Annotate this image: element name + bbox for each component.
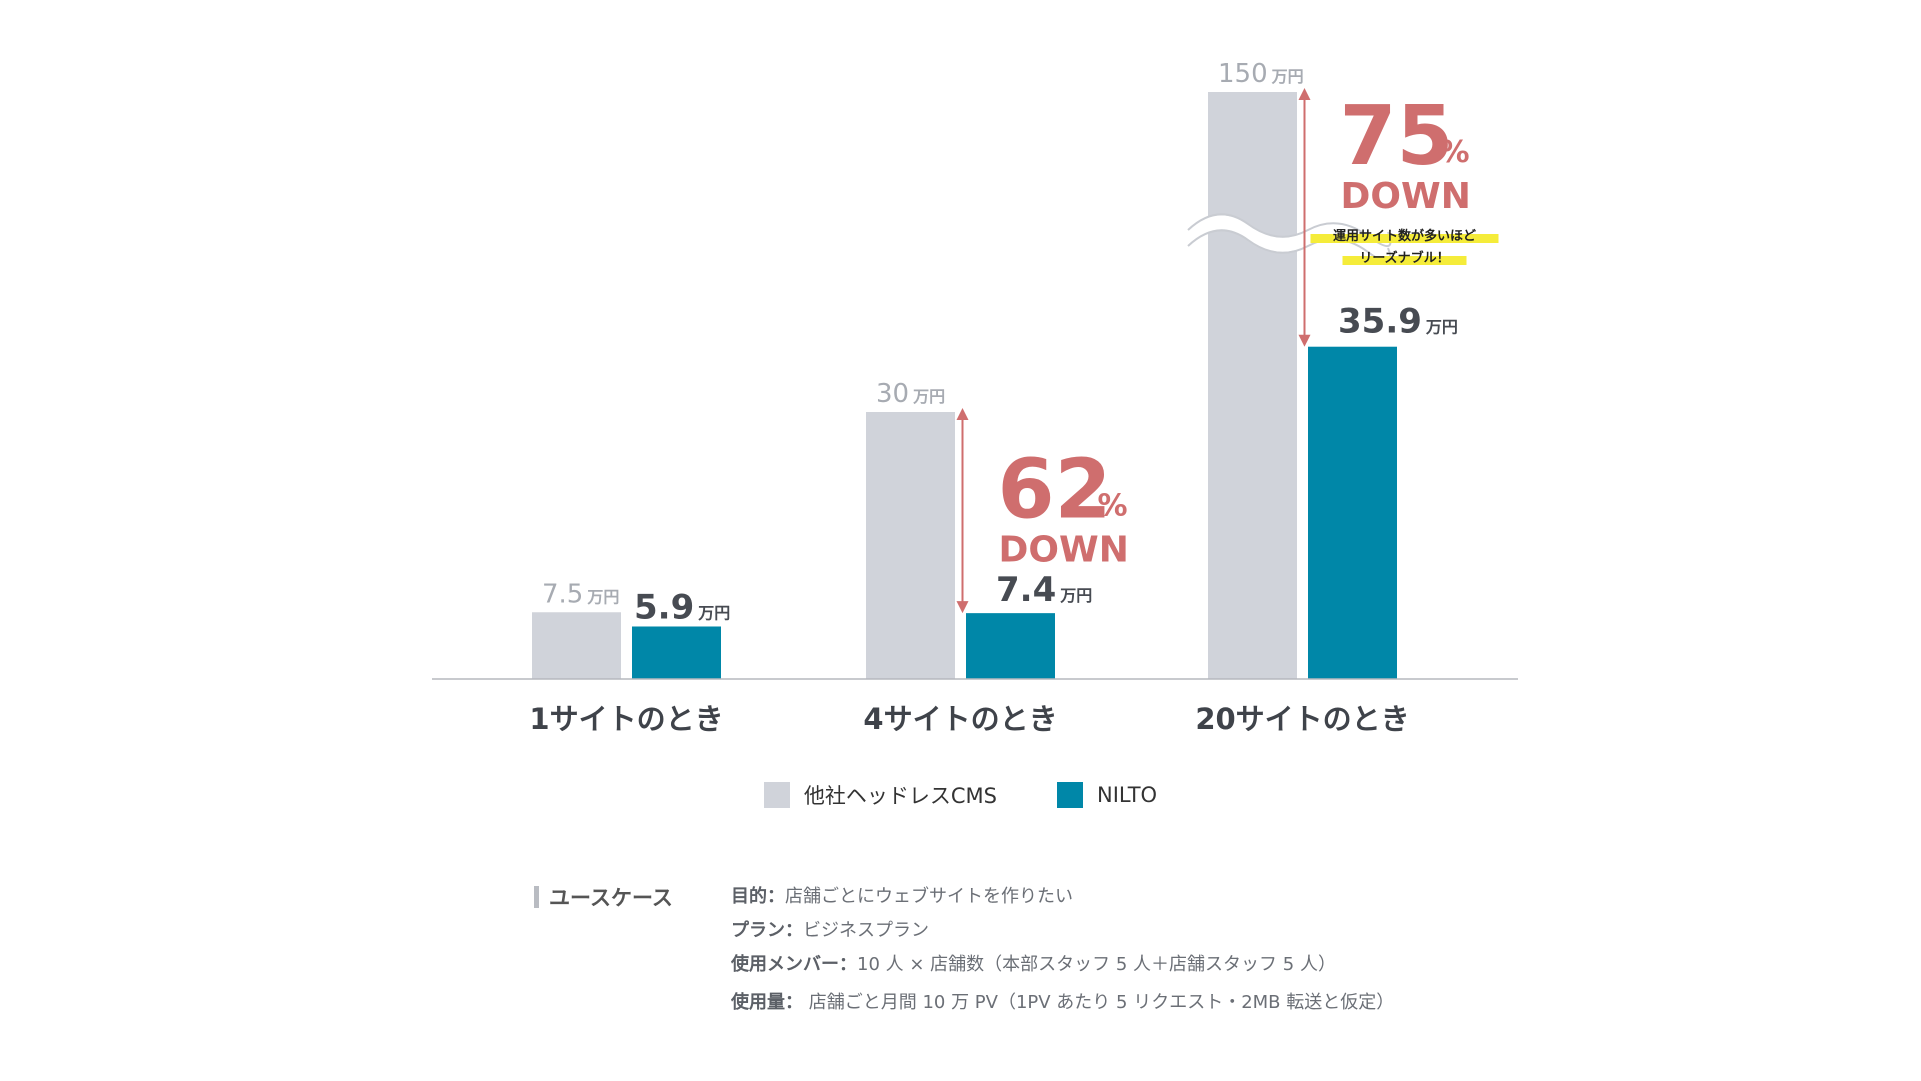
legend-item-nilto: NILTO [1057, 780, 1157, 810]
category-label-1: 4サイトのとき [863, 702, 1057, 736]
down-percent-2: % [1440, 135, 1470, 170]
usecase-value: 10 人 × 店舗数（本部スタッフ 5 人＋店舗スタッフ 5 人） [857, 954, 1336, 975]
usecase-key: 使用メンバー： [731, 954, 857, 975]
value-unit-label: 万円 [586, 587, 619, 606]
usecase-key: 目的： [731, 886, 785, 907]
down-number-2: 75 [1340, 89, 1454, 184]
legend-swatch-other [763, 782, 790, 808]
value-unit-label: 万円 [1425, 318, 1458, 337]
note-highlight [1310, 234, 1499, 243]
usecase-line: プラン：ビジネスプラン [731, 914, 1394, 948]
value-unit-label: 万円 [1059, 586, 1092, 605]
bar-nilto-2 [1308, 346, 1397, 679]
note-highlight [1342, 256, 1467, 265]
usecase-line: 使用メンバー：10 人 × 店舗数（本部スタッフ 5 人＋店舗スタッフ 5 人） [731, 948, 1394, 982]
usecase-lines: 目的：店舗ごとにウェブサイトを作りたい プラン：ビジネスプラン 使用メンバー：1… [731, 880, 1394, 1020]
usecase-title-text: ユースケース [549, 886, 673, 910]
down-word-1: DOWN [999, 530, 1129, 571]
usecase-key: 使用量： [731, 992, 803, 1013]
usecase-value: 店舗ごとにウェブサイトを作りたい [785, 886, 1073, 907]
value-label-other-2: 150 万円 [1218, 59, 1304, 89]
bar-nilto-1 [966, 613, 1055, 679]
down-number-1: 62 [998, 443, 1112, 538]
value-label-nilto-0: 5.9 万円 [634, 587, 730, 627]
usecase-line: 使用量： 店舗ごと月間 10 万 PV（1PV あたり 5 リクエスト・2MB … [731, 986, 1394, 1020]
note-line-1: リーズナブル！ [1359, 250, 1449, 266]
legend-swatch-nilto [1057, 782, 1084, 808]
usecase-title: ユースケース [534, 882, 673, 912]
note-line-0: 運用サイト数が多いほど [1333, 228, 1476, 244]
value-unit-label: 万円 [912, 387, 945, 406]
legend-label-other: 他社ヘッドレスCMS [803, 784, 998, 808]
down-word-2: DOWN [1341, 176, 1471, 217]
bar-other-0 [532, 612, 621, 679]
category-label-0: 1サイトのとき [529, 702, 723, 736]
value-label-other-1: 30 万円 [876, 379, 945, 409]
legend-label-nilto: NILTO [1097, 783, 1158, 807]
usecase-line: 目的：店舗ごとにウェブサイトを作りたい [731, 880, 1394, 914]
value-unit-label: 万円 [1271, 67, 1304, 86]
value-label-other-0: 7.5 万円 [542, 579, 619, 609]
bar-other-1 [866, 412, 955, 679]
bar-other-2 [1208, 92, 1297, 679]
usecase-marker [534, 886, 539, 908]
value-label-nilto-1: 7.4 万円 [996, 570, 1092, 610]
value-unit-label: 万円 [697, 603, 730, 622]
bar-nilto-0 [632, 626, 721, 679]
value-label-nilto-2: 35.9 万円 [1338, 302, 1458, 342]
usecase-value: ビジネスプラン [803, 920, 929, 941]
legend-item-other: 他社ヘッドレスCMS [763, 780, 998, 810]
usecase-key: プラン： [731, 920, 803, 941]
usecase-value: 店舗ごと月間 10 万 PV（1PV あたり 5 リクエスト・2MB 転送と仮定… [803, 992, 1395, 1013]
category-label-2: 20サイトのとき [1195, 702, 1409, 736]
down-percent-1: % [1098, 489, 1128, 524]
legend: 他社ヘッドレスCMS NILTO [0, 780, 1921, 810]
